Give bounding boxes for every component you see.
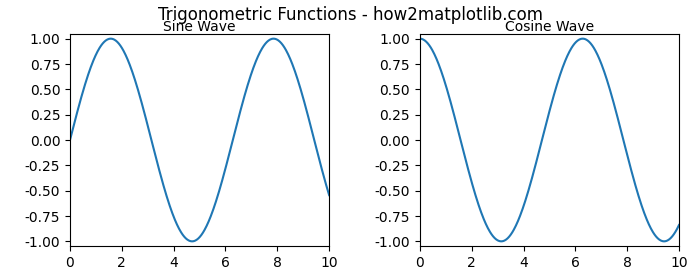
Text: Trigonometric Functions - how2matplotlib.com: Trigonometric Functions - how2matplotlib… bbox=[158, 6, 542, 24]
Title: Cosine Wave: Cosine Wave bbox=[505, 20, 594, 34]
Title: Sine Wave: Sine Wave bbox=[163, 20, 236, 34]
